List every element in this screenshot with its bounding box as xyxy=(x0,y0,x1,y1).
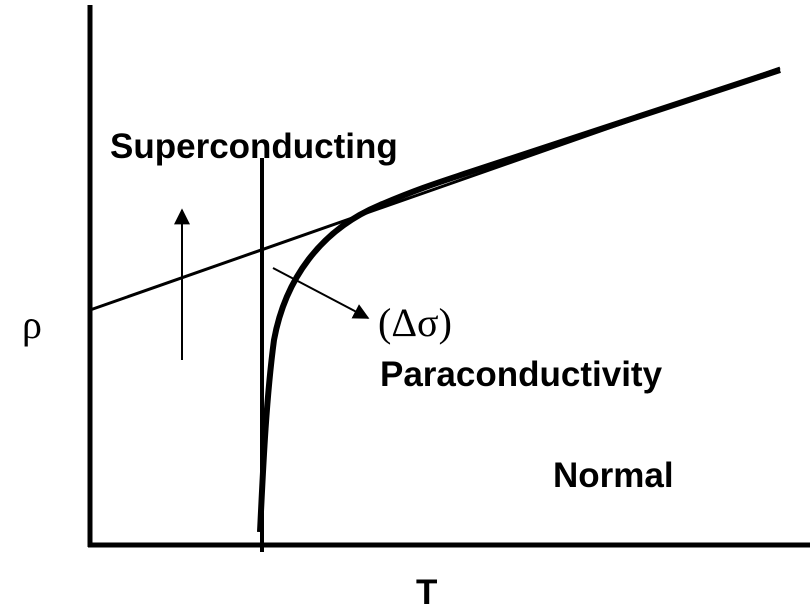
annotation-symbol: (Δσ) xyxy=(378,300,452,345)
pointer-arrow xyxy=(272,267,370,319)
region-label: Superconducting xyxy=(110,127,398,166)
region-label: Normal xyxy=(553,456,674,495)
resistivity-curve xyxy=(257,67,781,533)
annotation-label: Paraconductivity xyxy=(380,355,663,394)
x-axis-label: T xyxy=(416,573,437,611)
y-axis-label: ρ xyxy=(22,302,42,347)
